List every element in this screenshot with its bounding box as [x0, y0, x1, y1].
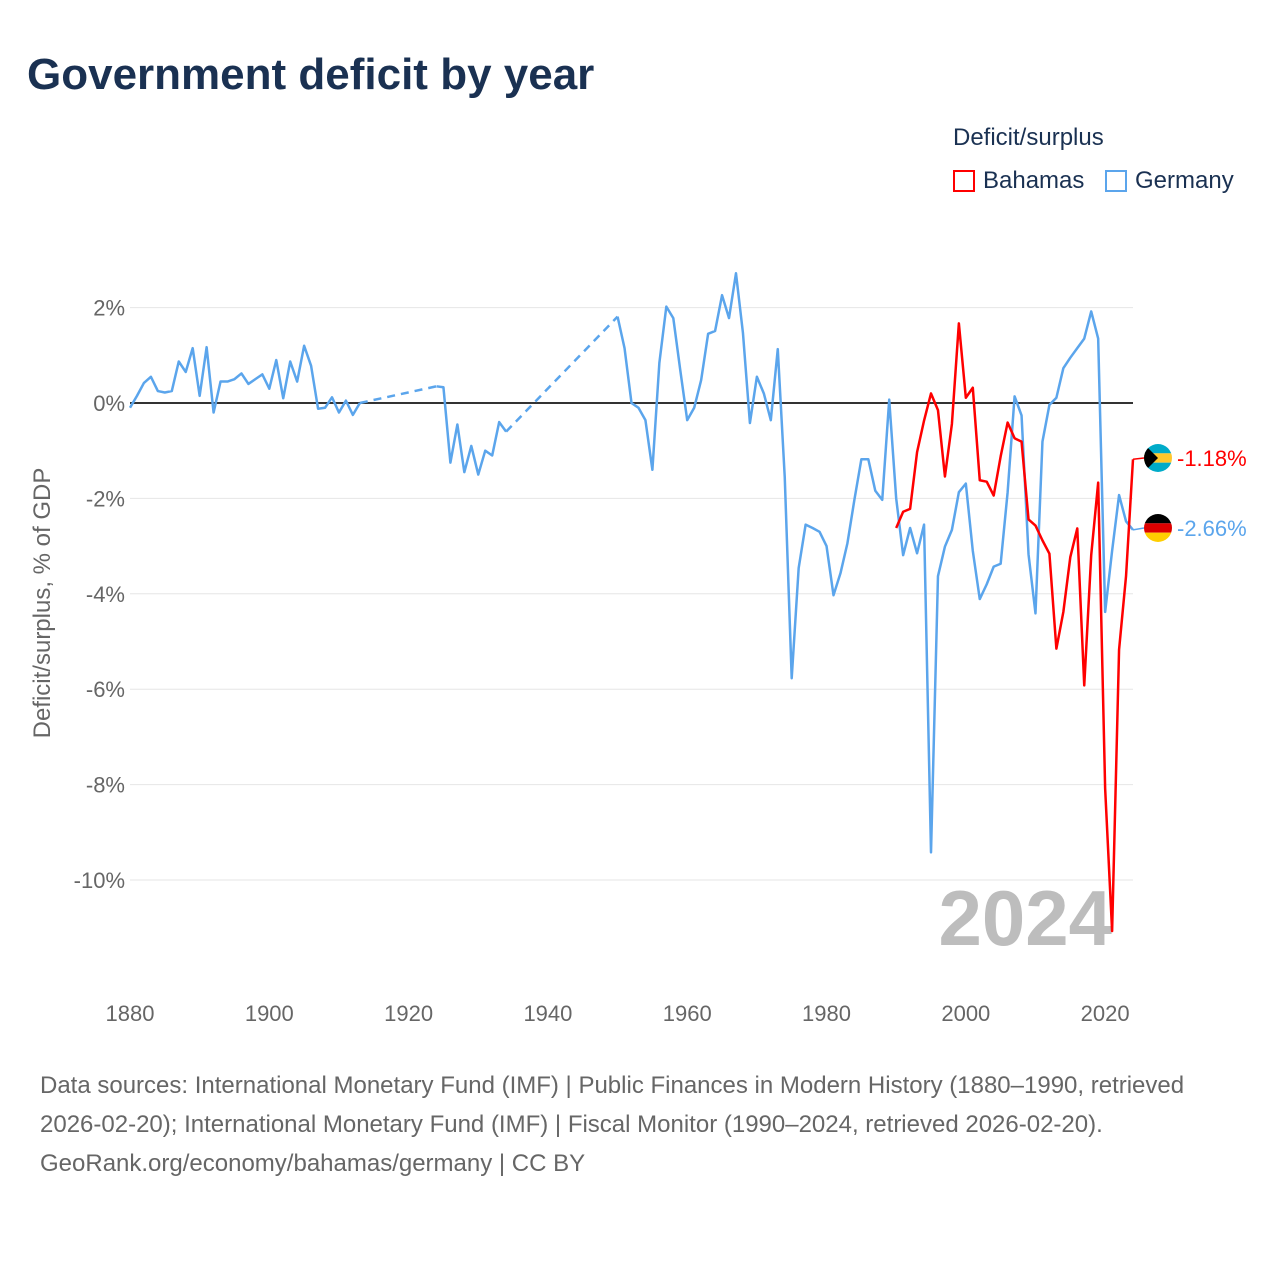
x-tick-label: 1960 — [663, 1001, 712, 1026]
y-tick-label: -6% — [86, 677, 125, 702]
legend-item-bahamas[interactable]: Bahamas — [953, 167, 1084, 195]
y-tick-label: -4% — [86, 582, 125, 607]
end-connector-germany — [1132, 527, 1145, 531]
x-tick-label: 1940 — [523, 1001, 572, 1026]
series-line-bahamas — [895, 322, 1135, 933]
flag-icon-bahamas — [1144, 444, 1172, 472]
legend-label-bahamas: Bahamas — [983, 167, 1085, 194]
y-tick-label: -10% — [74, 868, 125, 893]
legend-title: Deficit/surplus — [953, 124, 1104, 151]
x-tick-label: 1880 — [106, 1001, 155, 1026]
end-value-label-germany: -2.66% — [1177, 516, 1247, 541]
series-gap-germany — [359, 385, 437, 405]
legend-item-germany[interactable]: Germany — [1105, 167, 1234, 195]
attribution-link[interactable]: GeoRank.org/economy/bahamas/germany | CC… — [40, 1150, 586, 1177]
footer: Data sources: International Monetary Fun… — [40, 1066, 1240, 1183]
x-tick-label: 1900 — [245, 1001, 294, 1026]
legend-swatch-germany — [1105, 170, 1127, 192]
flag-icon-germany — [1144, 514, 1172, 542]
y-axis-label: Deficit/surplus, % of GDP — [29, 468, 56, 739]
chart-title: Government deficit by year — [27, 50, 595, 99]
x-tick-label: 2020 — [1081, 1001, 1130, 1026]
end-connector-bahamas — [1132, 457, 1145, 461]
y-tick-label: -8% — [86, 773, 125, 798]
x-tick-label: 1920 — [384, 1001, 433, 1026]
series-line-germany — [616, 272, 1134, 854]
year-watermark: 2024 — [938, 874, 1112, 962]
x-tick-label: 2000 — [941, 1001, 990, 1026]
end-value-label-bahamas: -1.18% — [1177, 446, 1247, 471]
legend-label-germany: Germany — [1135, 167, 1234, 194]
legend-swatch-bahamas — [953, 170, 975, 192]
series-line-germany — [436, 385, 508, 476]
series-line-germany — [128, 344, 361, 417]
y-tick-label: 2% — [93, 296, 125, 321]
y-tick-label: -2% — [86, 486, 125, 511]
data-sources: Data sources: International Monetary Fun… — [40, 1072, 1185, 1138]
x-tick-label: 1980 — [802, 1001, 851, 1026]
y-tick-label: 0% — [93, 391, 125, 416]
series-gap-germany — [505, 315, 619, 433]
